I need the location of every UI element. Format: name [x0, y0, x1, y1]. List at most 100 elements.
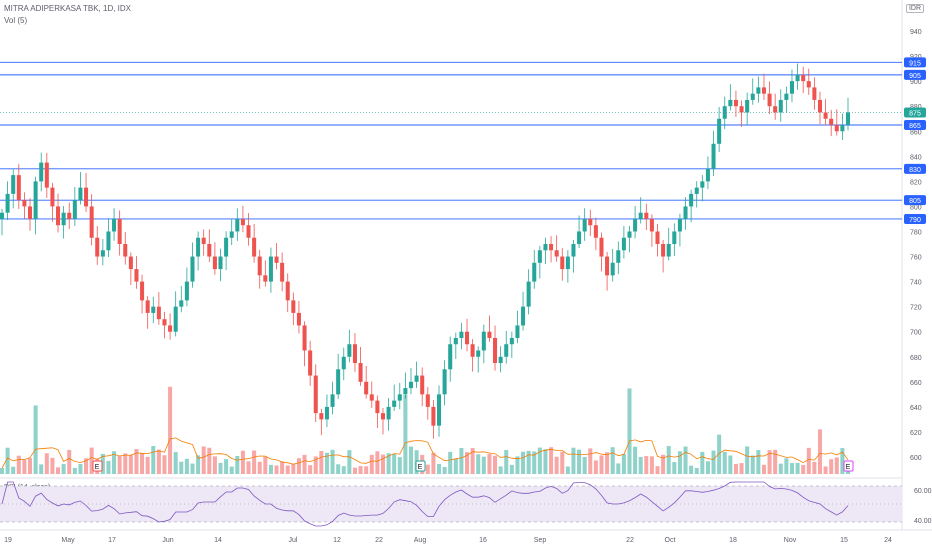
- candle-body[interactable]: [476, 350, 481, 357]
- candle-body[interactable]: [733, 99, 738, 107]
- candle-body[interactable]: [151, 306, 156, 313]
- candle-body[interactable]: [100, 250, 105, 257]
- candle-body[interactable]: [560, 256, 565, 270]
- candle-body[interactable]: [817, 99, 823, 113]
- candle-body[interactable]: [414, 375, 419, 382]
- candle-body[interactable]: [39, 162, 44, 182]
- candle-body[interactable]: [532, 262, 537, 282]
- candle-body[interactable]: [408, 381, 414, 389]
- candle-body[interactable]: [347, 344, 352, 357]
- candle-body[interactable]: [156, 306, 161, 320]
- candle-body[interactable]: [179, 300, 184, 307]
- candle-body[interactable]: [330, 394, 335, 407]
- candle-body[interactable]: [436, 394, 442, 426]
- candle-body[interactable]: [481, 331, 486, 351]
- candle-body[interactable]: [397, 394, 402, 401]
- candle-body[interactable]: [593, 225, 598, 238]
- candle-body[interactable]: [27, 206, 33, 219]
- candle-body[interactable]: [296, 312, 301, 326]
- volume-indicator-label[interactable]: Vol (5): [4, 16, 28, 25]
- candle-body[interactable]: [683, 206, 688, 219]
- candle-body[interactable]: [638, 212, 643, 219]
- candle-body[interactable]: [380, 413, 385, 420]
- candle-body[interactable]: [806, 81, 811, 88]
- candle-body[interactable]: [784, 93, 789, 100]
- candle-body[interactable]: [218, 256, 223, 270]
- candle-body[interactable]: [324, 406, 329, 420]
- candle-body[interactable]: [252, 237, 257, 257]
- candle-body[interactable]: [582, 218, 587, 232]
- candle-body[interactable]: [487, 331, 492, 338]
- candle-body[interactable]: [112, 218, 117, 232]
- candle-body[interactable]: [543, 244, 548, 251]
- candle-body[interactable]: [117, 218, 122, 245]
- candle-body[interactable]: [56, 206, 61, 226]
- candle-body[interactable]: [823, 112, 828, 119]
- candle-body[interactable]: [493, 337, 498, 364]
- candle-body[interactable]: [621, 237, 626, 251]
- candle-body[interactable]: [364, 381, 369, 395]
- earnings-marker[interactable]: [415, 460, 426, 472]
- candle-body[interactable]: [829, 118, 834, 125]
- candle-body[interactable]: [319, 413, 324, 420]
- candle-body[interactable]: [336, 369, 341, 395]
- candle-body[interactable]: [128, 256, 133, 270]
- candle-body[interactable]: [89, 206, 94, 238]
- candle-body[interactable]: [644, 212, 649, 219]
- candle-body[interactable]: [470, 344, 475, 357]
- candle-body[interactable]: [61, 212, 66, 226]
- candle-body[interactable]: [72, 200, 77, 219]
- candle-body[interactable]: [11, 175, 16, 194]
- candle-body[interactable]: [285, 281, 290, 301]
- candle-body[interactable]: [840, 124, 845, 132]
- candle-body[interactable]: [134, 269, 139, 282]
- candle-body[interactable]: [196, 237, 201, 257]
- candle-body[interactable]: [442, 369, 447, 395]
- candle-body[interactable]: [184, 281, 189, 301]
- candle-body[interactable]: [263, 275, 268, 282]
- candle-body[interactable]: [655, 231, 660, 245]
- candle-body[interactable]: [280, 262, 285, 282]
- candle-body[interactable]: [240, 218, 245, 226]
- candle-body[interactable]: [537, 250, 542, 263]
- candle-body[interactable]: [571, 244, 576, 257]
- candle-body[interactable]: [756, 87, 761, 94]
- candle-body[interactable]: [44, 162, 49, 188]
- candle-body[interactable]: [190, 256, 195, 282]
- candle-body[interactable]: [705, 168, 710, 182]
- candle-body[interactable]: [257, 256, 262, 276]
- candle-body[interactable]: [509, 337, 514, 345]
- candle-body[interactable]: [212, 256, 217, 270]
- candle-body[interactable]: [403, 388, 408, 395]
- candle-body[interactable]: [16, 175, 21, 201]
- candle-body[interactable]: [386, 406, 391, 420]
- candle-body[interactable]: [616, 250, 621, 263]
- candle-body[interactable]: [425, 394, 430, 407]
- candle-body[interactable]: [375, 400, 380, 414]
- candle-body[interactable]: [750, 93, 755, 100]
- candle-body[interactable]: [392, 400, 397, 407]
- candle-body[interactable]: [173, 306, 178, 332]
- candle-body[interactable]: [145, 300, 150, 313]
- candle-body[interactable]: [302, 325, 307, 351]
- earnings-marker[interactable]: [92, 460, 103, 472]
- candle-body[interactable]: [605, 256, 610, 276]
- candle-body[interactable]: [123, 244, 128, 257]
- candle-body[interactable]: [661, 244, 666, 257]
- candle-body[interactable]: [431, 406, 436, 426]
- candle-body[interactable]: [649, 218, 654, 232]
- candle-body[interactable]: [291, 300, 296, 313]
- candle-body[interactable]: [812, 87, 817, 100]
- candle-body[interactable]: [773, 106, 778, 113]
- candle-body[interactable]: [229, 231, 234, 238]
- candle-body[interactable]: [22, 200, 27, 207]
- candle-body[interactable]: [739, 106, 744, 113]
- candle-body[interactable]: [78, 187, 83, 201]
- candle-body[interactable]: [789, 81, 794, 94]
- candle-body[interactable]: [341, 356, 346, 370]
- candle-body[interactable]: [610, 262, 615, 276]
- candle-body[interactable]: [778, 99, 783, 113]
- candle-body[interactable]: [694, 187, 699, 194]
- candle-body[interactable]: [666, 244, 671, 257]
- candle-body[interactable]: [728, 99, 733, 107]
